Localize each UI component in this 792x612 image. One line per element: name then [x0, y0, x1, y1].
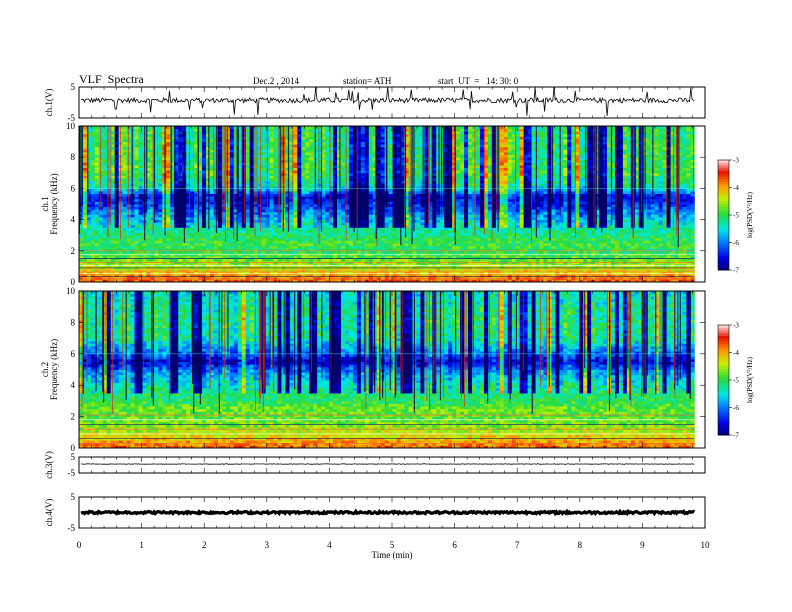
ch2-spec-colorbar-tick: -7: [733, 432, 739, 440]
xtick-label: 2: [202, 540, 207, 550]
ch1-spec-heatmap: [78, 126, 695, 283]
ch1-spec-ytick-label: 2: [71, 246, 76, 256]
ch1-spec-colorbar-tick: -4: [733, 184, 739, 192]
xtick-label: 6: [452, 540, 457, 550]
ch2-spec-ytick-label: 10: [66, 286, 76, 296]
x-axis-label: Time (min): [372, 550, 413, 560]
ch1-spec-colorbar-tick: -6: [733, 239, 739, 247]
figure-title: VLF Spectra: [79, 72, 144, 86]
ch1-ylabel: ch.1(V): [44, 89, 54, 117]
ch2-spec-ytick-label: 0: [71, 443, 76, 453]
ch3-ytick-label: -5: [68, 468, 76, 478]
ch4-waveform-line: [80, 508, 696, 517]
ch2-spec-colorbar-tick: -6: [733, 404, 739, 412]
start-time-text: start UT = 14: 30: 0: [438, 76, 519, 86]
ch2-spec-ylabel: ch.2: [40, 362, 50, 377]
ch1-spec-ylabel: Frequency (kHz): [49, 173, 59, 234]
xtick-label: 10: [701, 540, 711, 550]
ch2-spec-heatmap: [79, 291, 695, 449]
ch1-spec-ylabel: ch.1: [40, 196, 50, 211]
ch1-spec-ytick-label: 6: [71, 183, 76, 193]
xtick-label: 0: [77, 540, 82, 550]
ch2-spec-ytick-label: 2: [71, 412, 76, 422]
ch3-ylabel: ch.3(V): [44, 451, 54, 479]
ch1-spec-colorbar-tick: -5: [733, 212, 739, 220]
ch1-spec-ytick-label: 10: [66, 121, 76, 131]
xtick-label: 5: [390, 540, 395, 550]
station-text: station= ATH: [343, 76, 392, 86]
ch1-spec-ytick-label: 4: [71, 215, 76, 225]
ch2-spec-colorbar-tick: -5: [733, 377, 739, 385]
ch4-ytick-label: -5: [68, 523, 76, 533]
ch4-ylabel: ch.4(V): [44, 499, 54, 527]
ch3-waveform-line: [80, 463, 695, 465]
ch2-spec-ytick-label: 6: [71, 349, 76, 359]
xtick-label: 7: [515, 540, 520, 550]
ch1-spec-colorbar-tick: -7: [733, 267, 739, 275]
ch1-spec-colorbar-label: log(PSD(V²/Hz): [746, 191, 754, 238]
xtick-label: 3: [265, 540, 270, 550]
ch1-ytick-label: -5: [68, 113, 76, 123]
ch2-spec-colorbar-tick: -3: [733, 322, 739, 330]
ch1-spec-colorbar-tick: -3: [733, 157, 739, 165]
ch2-spec-ytick-label: 8: [71, 317, 76, 327]
xtick-label: 1: [139, 540, 144, 550]
ch2-spec-colorbar-label: log(PSD(V²/Hz): [746, 356, 754, 403]
ch2-spec-ylabel: Frequency (kHz): [49, 339, 59, 400]
ch1-ytick-label: 5: [71, 82, 76, 92]
xtick-label: 9: [640, 540, 645, 550]
ch3-ytick-label: 5: [71, 452, 76, 462]
ch1-spec-ytick-label: 8: [71, 152, 76, 162]
ch2-spec-colorbar-tick: -4: [733, 349, 739, 357]
ch4-ytick-label: 5: [71, 492, 76, 502]
date-text: Dec.2 , 2014: [253, 76, 299, 86]
ch1-spec-ytick-label: 0: [71, 277, 76, 287]
ch2-spec-ytick-label: 4: [71, 380, 76, 390]
ch1-waveform-line: [80, 86, 695, 117]
xtick-label: 8: [578, 540, 583, 550]
xtick-label: 4: [327, 540, 332, 550]
